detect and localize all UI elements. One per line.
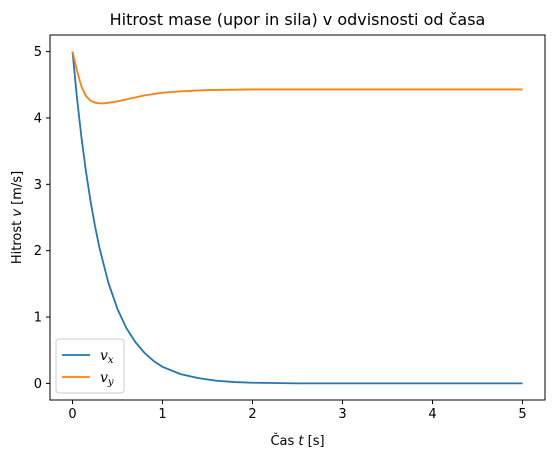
y-axis-label: Hitrost v [m/s] xyxy=(10,171,25,264)
y-tick-label: 4 xyxy=(34,111,42,126)
legend-box xyxy=(55,338,125,394)
x-axis-label: Čas t [s] xyxy=(270,433,324,449)
x-axis-label-suffix: [s] xyxy=(304,434,325,449)
x-tick-label: 0 xyxy=(68,407,76,422)
y-tick-label: 2 xyxy=(34,244,42,259)
x-tick-label: 1 xyxy=(158,407,166,422)
series-line-v-y xyxy=(71,51,523,105)
x-tick-label: 5 xyxy=(518,407,526,422)
legend-entry-subscript: x xyxy=(108,355,114,366)
legend-entry: vx xyxy=(100,348,114,366)
y-axis-label-suffix: [m/s] xyxy=(10,171,25,209)
series-line-v-x xyxy=(71,51,523,385)
x-tick-label: 2 xyxy=(248,407,256,422)
x-tick-label: 3 xyxy=(338,407,346,422)
legend-entry-subscript: y xyxy=(107,377,114,388)
plot-frame xyxy=(49,34,546,401)
y-tick-label: 1 xyxy=(34,311,42,326)
x-axis-label-var: t xyxy=(298,434,304,449)
legend-entry-name: v xyxy=(100,348,108,364)
y-axis-label-var: v xyxy=(10,209,25,217)
legend-entry-name: v xyxy=(100,370,108,386)
y-tick-label: 3 xyxy=(34,178,42,193)
x-axis-label-prefix: Čas xyxy=(270,433,298,449)
chart-title: Hitrost mase (upor in sila) v odvisnosti… xyxy=(110,10,486,29)
y-tick-label: 0 xyxy=(34,377,42,392)
x-tick-label: 4 xyxy=(428,407,436,422)
y-tick-label: 5 xyxy=(34,45,42,60)
y-axis-label-prefix: Hitrost xyxy=(10,217,25,265)
legend-entry: vy xyxy=(100,370,114,388)
